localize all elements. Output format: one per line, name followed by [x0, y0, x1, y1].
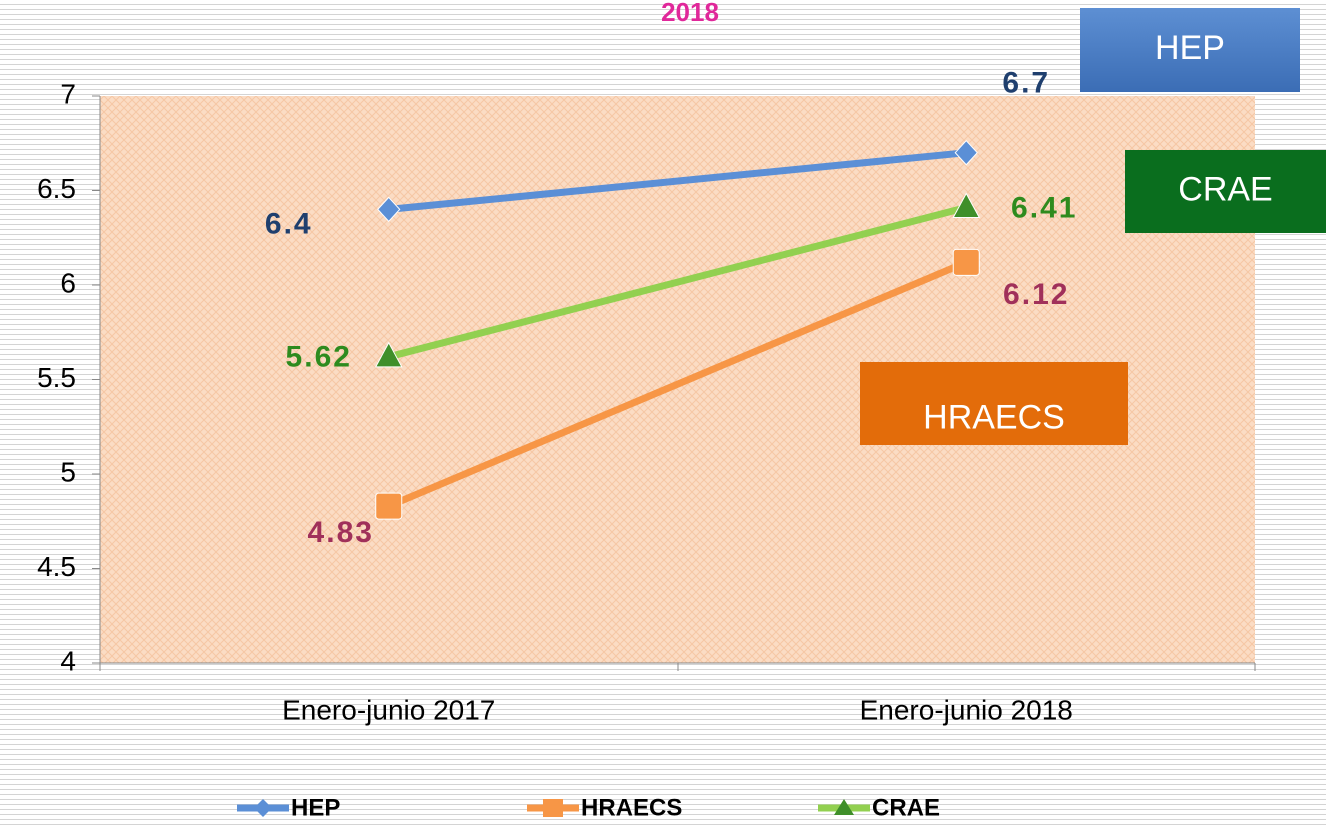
y-tick-label: 6 [60, 267, 76, 298]
data-label: 6.4 [265, 207, 313, 240]
callout-box [1080, 8, 1300, 92]
callout-label: CRAE [1178, 170, 1272, 208]
y-tick-label: 6.5 [37, 173, 76, 204]
data-label: 4.83 [308, 516, 374, 549]
series-line [385, 149, 970, 213]
data-label: 6.41 [1011, 191, 1077, 224]
legend-label: HRAECS [581, 794, 682, 821]
y-tick-label: 7 [60, 78, 76, 109]
marker [375, 492, 403, 520]
y-tick-label: 4.5 [37, 551, 76, 582]
chart-title: 2018 [661, 0, 719, 27]
data-label: 5.62 [286, 341, 352, 374]
data-label: 6.12 [1003, 278, 1069, 311]
callout-label: HRAECS [923, 398, 1065, 436]
legend-marker [254, 799, 272, 817]
x-tick-label: Enero-junio 2018 [860, 694, 1073, 725]
x-tick-label: Enero-junio 2017 [282, 694, 495, 725]
callout-box [860, 362, 1128, 445]
legend-label: HEP [291, 794, 340, 821]
marker [374, 341, 403, 368]
legend-label: CRAE [872, 794, 940, 821]
marker [952, 192, 981, 219]
y-tick-label: 5 [60, 456, 76, 487]
marker [952, 248, 980, 276]
series-line [385, 258, 970, 510]
marker [377, 196, 401, 223]
callout-box [1125, 150, 1326, 233]
callout-label: HEP [1155, 29, 1225, 67]
series-line [385, 204, 970, 361]
data-label: 6.7 [1002, 67, 1050, 100]
legend-marker [834, 799, 854, 815]
legend-marker [543, 799, 563, 817]
y-tick-label: 5.5 [37, 362, 76, 393]
y-tick-label: 4 [60, 645, 76, 676]
marker [954, 139, 978, 166]
